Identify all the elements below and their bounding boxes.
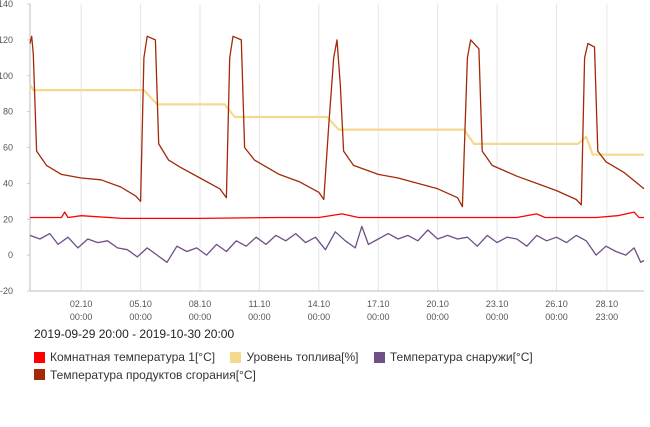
x-tick-label: 00:00 — [70, 312, 93, 322]
legend-swatch-fuel-level — [230, 351, 242, 363]
y-tick-label: 120 — [0, 35, 13, 45]
legend-swatch-room-temp — [34, 351, 45, 363]
line-chart: 02.10 00:00 05.10 00:00 08.10 00:00 11.10 00:00… — [0, 0, 645, 322]
y-tick-label: 40 — [3, 178, 13, 188]
x-tick-label: 00:00 — [189, 312, 212, 322]
y-tick-label: 0 — [8, 250, 13, 260]
x-tick-label: 02.10 — [70, 299, 93, 309]
x-tick-label: 20.10 — [426, 299, 449, 309]
chart-area: 02.10 00:00 05.10 00:00 08.10 00:00 11.10 00:00… — [0, 0, 645, 322]
x-tick-label: 00:00 — [486, 312, 509, 322]
y-tick-label: 100 — [0, 71, 13, 81]
x-tick-label: 08.10 — [189, 299, 212, 309]
legend-label-room-temp: Комнатная температура 1[°C] — [50, 350, 216, 364]
y-tick-label: 60 — [3, 143, 13, 153]
x-tick-label: 00:00 — [545, 312, 568, 322]
x-tick-label: 23.10 — [486, 299, 509, 309]
x-tick-label: 05.10 — [129, 299, 152, 309]
x-tick-label: 11.10 — [248, 299, 270, 309]
legend-item-fuel-level[interactable]: Уровень топлива[%] — [230, 349, 359, 365]
legend-swatch-outside-temp — [373, 351, 385, 363]
series-room-temperature — [30, 211, 644, 220]
series-outside-temperature — [29, 225, 645, 263]
legend-item-outside-temp[interactable]: Температура снаружи[°C] — [373, 349, 533, 365]
x-tick-label: 26.10 — [545, 299, 568, 309]
x-tick-label: 00:00 — [367, 312, 390, 322]
series-fuel-level — [29, 84, 644, 156]
x-tick-label: 00:00 — [248, 312, 271, 322]
legend-label-flue-gas-temp: Температура продуктов сгорания[°C] — [50, 367, 256, 382]
y-tick-label: 80 — [3, 107, 13, 117]
legend-item-flue-gas-temp[interactable]: Температура продуктов сгорания[°C] — [34, 367, 256, 383]
legend-label-fuel-level: Уровень топлива[%] — [246, 350, 359, 364]
x-tick-label: 23:00 — [596, 312, 619, 322]
x-tick-label: 00:00 — [129, 312, 152, 322]
x-tick-label: 17.10 — [367, 299, 390, 309]
x-tick-label: 28.10 — [596, 299, 619, 309]
series-flue-gas-temperature — [29, 35, 645, 208]
x-tick-label: 14.10 — [308, 299, 331, 309]
y-tick-label: 140 — [0, 0, 13, 9]
y-tick-label: 20 — [3, 214, 13, 224]
legend-item-room-temp[interactable]: Комнатная температура 1[°C] — [34, 349, 215, 365]
x-tick-label: 00:00 — [426, 312, 449, 322]
date-range-label: 2019-09-29 20:00 - 2019-10-30 20:00 — [34, 327, 235, 341]
legend: Комнатная температура 1[°C] Уровень топл… — [34, 349, 634, 384]
legend-label-outside-temp: Температура снаружи[°C] — [389, 350, 533, 364]
y-tick-label: -20 — [0, 286, 13, 296]
x-tick-label: 00:00 — [308, 312, 331, 322]
legend-swatch-flue-gas-temp — [34, 369, 45, 380]
